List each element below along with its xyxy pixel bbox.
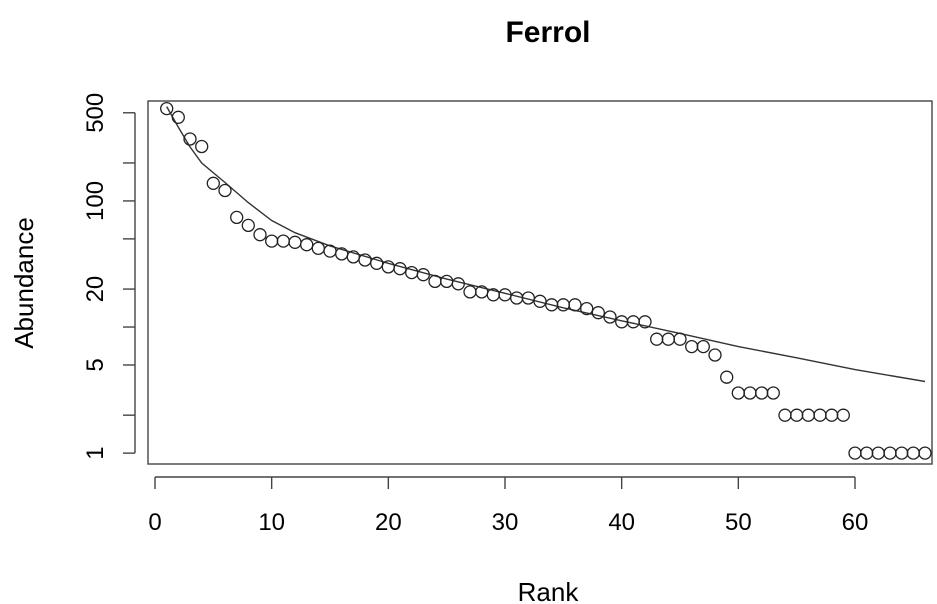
data-point-rank-15 — [323, 244, 337, 258]
data-point-rank-33 — [533, 294, 547, 308]
data-point-rank-62 — [871, 446, 885, 460]
data-point-rank-43 — [650, 332, 664, 346]
data-point-rank-51 — [743, 386, 757, 400]
data-point-rank-9 — [253, 228, 267, 242]
y-axis: 1 5 20 100 500 — [82, 93, 136, 460]
data-point-rank-6 — [218, 183, 232, 198]
data-point-rank-21 — [393, 262, 407, 276]
data-point-rank-2 — [171, 110, 185, 124]
x-tick-label-60: 60 — [842, 509, 869, 536]
data-point-rank-63 — [883, 446, 897, 460]
data-point-rank-59 — [836, 408, 850, 422]
data-point-rank-49 — [720, 370, 734, 384]
y-axis-label: Abundance — [9, 217, 39, 349]
data-point-rank-61 — [860, 446, 874, 460]
data-point-rank-55 — [790, 408, 804, 422]
data-point-rank-60 — [848, 446, 862, 460]
data-point-rank-66 — [918, 446, 932, 460]
data-point-rank-12 — [288, 235, 302, 249]
y-tick-label-500: 500 — [82, 93, 109, 133]
data-point-rank-52 — [755, 386, 769, 400]
x-tick-label-0: 0 — [148, 509, 161, 536]
data-point-rank-53 — [766, 386, 780, 400]
data-point-rank-14 — [311, 241, 325, 256]
data-point-rank-22 — [405, 265, 419, 280]
data-point-rank-38 — [591, 306, 605, 320]
x-tick-label-50: 50 — [725, 509, 752, 536]
chart-title: Ferrol — [505, 16, 590, 49]
data-point-rank-45 — [673, 332, 687, 346]
data-point-rank-19 — [370, 256, 384, 270]
data-point-rank-37 — [580, 301, 594, 316]
data-point-rank-48 — [708, 348, 722, 362]
data-point-rank-1 — [160, 101, 174, 116]
fitted-curve — [166, 106, 926, 383]
data-point-rank-44 — [661, 332, 675, 346]
x-axis: 0 10 20 30 40 50 60 — [148, 476, 869, 536]
plot-frame — [147, 100, 933, 465]
data-point-rank-27 — [463, 285, 477, 299]
data-point-rank-36 — [568, 298, 582, 312]
data-point-rank-23 — [416, 268, 430, 282]
data-point-rank-39 — [603, 310, 617, 324]
data-point-rank-31 — [510, 291, 524, 305]
data-point-rank-54 — [778, 408, 792, 422]
data-point-rank-24 — [428, 274, 442, 289]
y-tick-label-20: 20 — [82, 276, 109, 303]
y-tick-label-100: 100 — [82, 181, 109, 221]
data-point-rank-50 — [731, 386, 745, 400]
x-tick-label-30: 30 — [492, 509, 519, 536]
data-point-rank-13 — [300, 238, 314, 252]
data-point-rank-7 — [230, 210, 244, 225]
data-point-rank-56 — [801, 408, 815, 422]
data-point-rank-8 — [241, 218, 255, 233]
x-tick-label-40: 40 — [608, 509, 635, 536]
data-point-rank-65 — [906, 446, 920, 460]
data-point-rank-26 — [451, 277, 465, 291]
data-point-rank-64 — [895, 446, 909, 460]
data-point-rank-35 — [556, 298, 570, 312]
data-point-rank-58 — [825, 408, 839, 422]
x-axis-label: Rank — [518, 577, 580, 604]
x-tick-label-10: 10 — [258, 509, 285, 536]
y-tick-label-1: 1 — [82, 446, 109, 459]
data-point-rank-47 — [696, 339, 710, 354]
data-point-rank-46 — [685, 339, 699, 354]
data-point-rank-25 — [440, 274, 454, 289]
data-point-rank-42 — [638, 315, 652, 329]
x-tick-label-20: 20 — [375, 509, 402, 536]
data-point-rank-11 — [276, 234, 290, 248]
y-tick-label-5: 5 — [82, 358, 109, 371]
data-point-rank-3 — [183, 132, 197, 146]
data-point-rank-10 — [265, 234, 279, 248]
data-point-rank-5 — [206, 176, 220, 190]
data-points — [160, 101, 932, 460]
data-point-rank-57 — [813, 408, 827, 422]
data-point-rank-4 — [195, 139, 209, 154]
